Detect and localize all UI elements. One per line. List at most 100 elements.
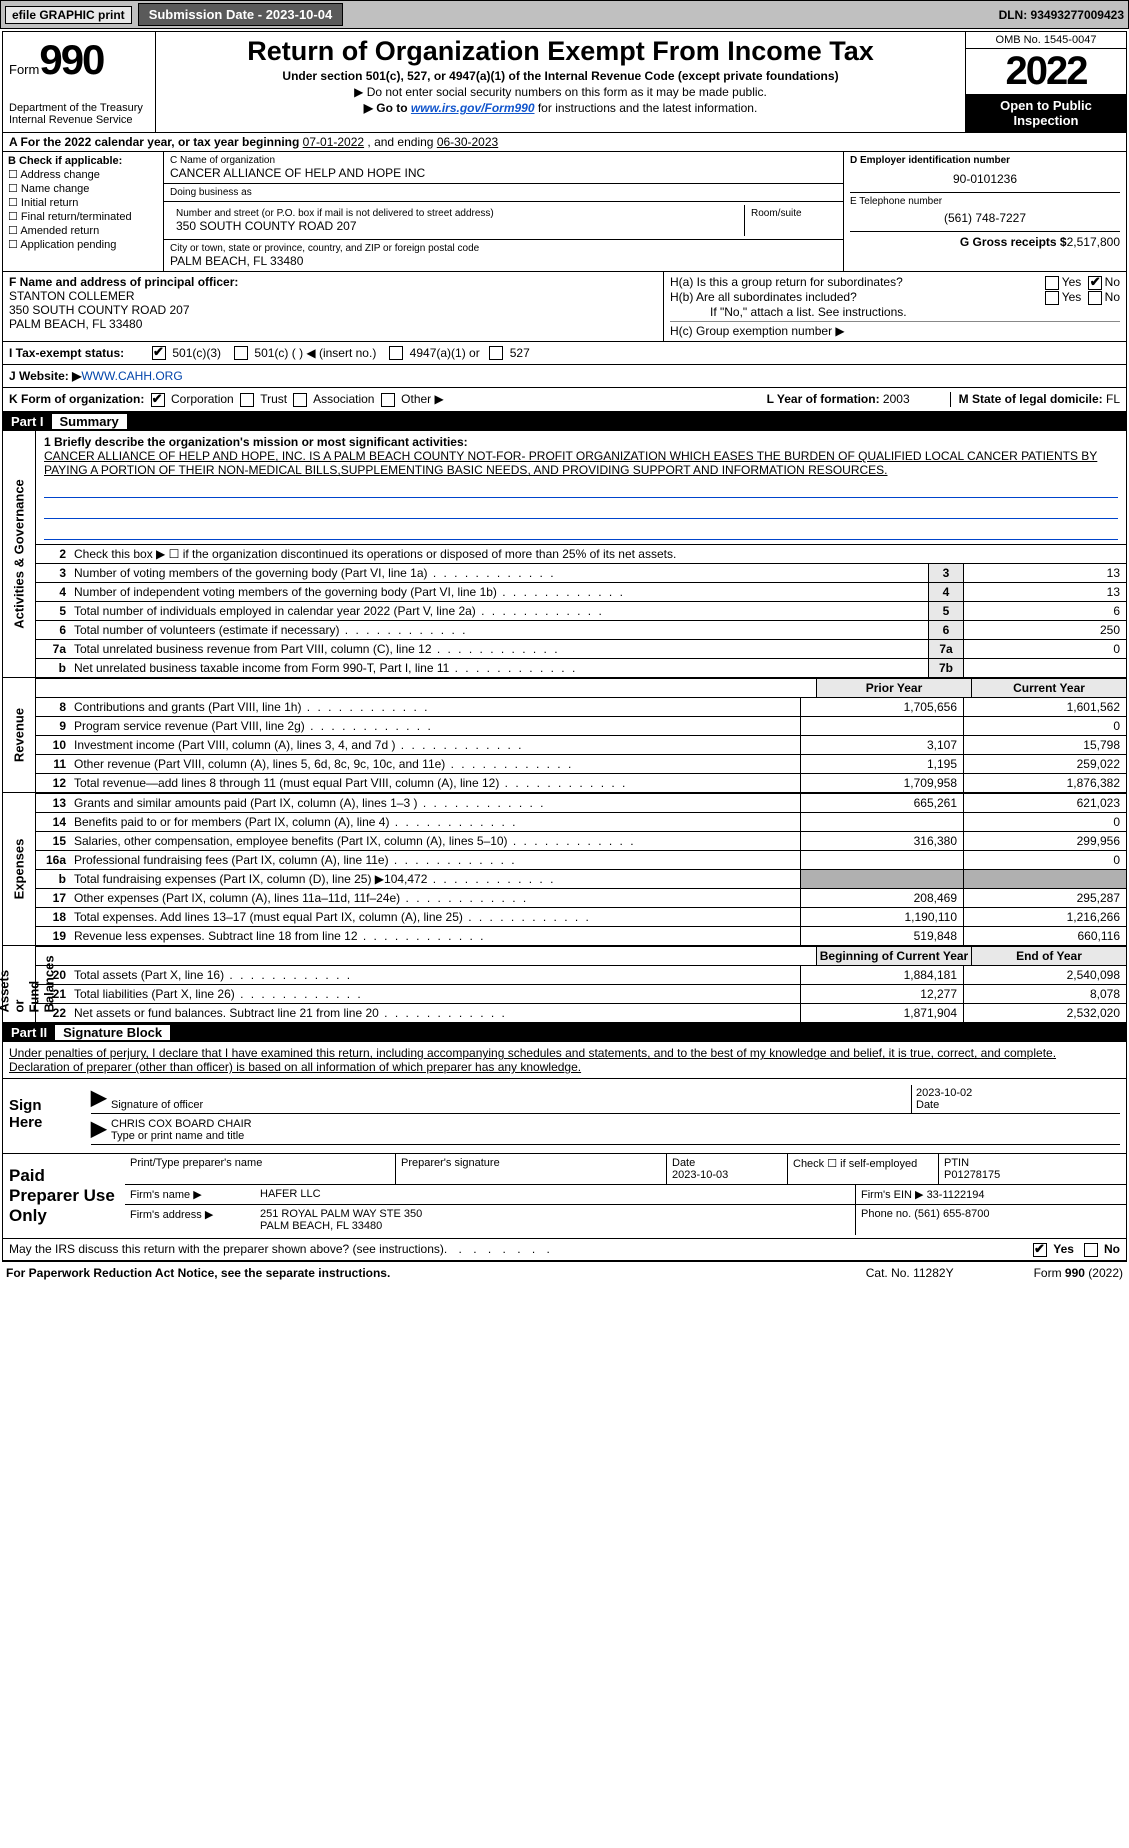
row-a-label: A For the 2022 calendar year, or tax yea… bbox=[9, 135, 303, 149]
room-label: Room/suite bbox=[751, 208, 831, 219]
form-note1: ▶ Do not enter social security numbers o… bbox=[162, 85, 959, 99]
k-assoc[interactable]: Association bbox=[290, 392, 374, 407]
ha-yes[interactable] bbox=[1045, 276, 1059, 290]
bottom-row: For Paperwork Reduction Act Notice, see … bbox=[0, 1264, 1129, 1282]
org-name: CANCER ALLIANCE OF HELP AND HOPE INC bbox=[170, 166, 837, 180]
row-a-mid: , and ending bbox=[367, 135, 436, 149]
chk-initial[interactable]: ☐ Initial return bbox=[8, 196, 158, 209]
net-assets: Net Assets or Fund Balances Beginning of… bbox=[3, 946, 1126, 1023]
ty-end: 06-30-2023 bbox=[437, 135, 498, 149]
sign-here-block: Sign Here ▶ Signature of officer 2023-10… bbox=[3, 1079, 1126, 1154]
room-box: Room/suite bbox=[745, 205, 837, 236]
street-box: Number and street (or P.O. box if mail i… bbox=[170, 205, 745, 236]
header-right: OMB No. 1545-0047 2022 Open to Public In… bbox=[965, 32, 1126, 132]
gross: 2,517,800 bbox=[1067, 235, 1120, 249]
prep-name-label: Print/Type preparer's name bbox=[125, 1154, 396, 1184]
col-b-label: B Check if applicable: bbox=[8, 155, 122, 167]
chk-final[interactable]: ☐ Final return/terminated bbox=[8, 210, 158, 223]
form-subtitle: Under section 501(c), 527, or 4947(a)(1)… bbox=[162, 69, 959, 83]
m-val: FL bbox=[1106, 392, 1120, 406]
activities-governance: Activities & Governance 1 Briefly descri… bbox=[3, 431, 1126, 678]
col-f: F Name and address of principal officer:… bbox=[3, 272, 664, 341]
dept-label: Department of the Treasury Internal Reve… bbox=[9, 102, 149, 126]
paid-preparer-block: Paid Preparer Use Only Print/Type prepar… bbox=[3, 1154, 1126, 1239]
ha-answer: Yes No bbox=[1042, 275, 1120, 290]
mission-text: CANCER ALLIANCE OF HELP AND HOPE, INC. I… bbox=[44, 449, 1097, 477]
website-link[interactable]: WWW.CAHH.ORG bbox=[81, 369, 182, 383]
ptin: P01278175 bbox=[944, 1169, 1000, 1181]
city: PALM BEACH, FL 33480 bbox=[170, 254, 837, 268]
chk-pending[interactable]: ☐ Application pending bbox=[8, 238, 158, 251]
dln: DLN: 93493277009423 bbox=[999, 8, 1124, 22]
hb-note: If "No," attach a list. See instructions… bbox=[670, 305, 1120, 319]
revenue: Revenue Prior YearCurrent Year 8Contribu… bbox=[3, 678, 1126, 793]
k-corp[interactable]: Corporation bbox=[148, 392, 234, 407]
side-exp: Expenses bbox=[3, 793, 36, 945]
row-j: J Website: ▶ WWW.CAHH.ORG bbox=[3, 365, 1126, 388]
form-outer: Form990 Department of the Treasury Inter… bbox=[2, 31, 1127, 1262]
paid-row-2: Firm's name ▶ HAFER LLC Firm's EIN ▶ 33-… bbox=[125, 1185, 1126, 1205]
ptin-label: PTIN bbox=[944, 1157, 969, 1169]
line-8: 8Contributions and grants (Part VIII, li… bbox=[36, 697, 1126, 716]
firm-label: Firm's name ▶ bbox=[125, 1185, 255, 1204]
org-name-label: C Name of organization bbox=[170, 155, 837, 166]
line-4: 4Number of independent voting members of… bbox=[36, 582, 1126, 601]
k-other[interactable]: Other ▶ bbox=[378, 392, 444, 407]
ha-no[interactable] bbox=[1088, 276, 1102, 290]
sig-line-2: ▶ CHRIS COX BOARD CHAIRType or print nam… bbox=[91, 1116, 1120, 1145]
submission-date: Submission Date - 2023-10-04 bbox=[138, 3, 344, 26]
discuss-yes[interactable]: Yes bbox=[1030, 1242, 1074, 1257]
row-i-label: I Tax-exempt status: bbox=[9, 346, 149, 361]
i-501c[interactable]: 501(c) ( ) ◀ (insert no.) bbox=[231, 346, 376, 361]
firm-addr-label: Firm's address ▶ bbox=[125, 1205, 255, 1235]
form-note2: ▶ Go to www.irs.gov/Form990 for instruct… bbox=[162, 101, 959, 115]
line-3: 3Number of voting members of the governi… bbox=[36, 563, 1126, 582]
side-na: Net Assets or Fund Balances bbox=[3, 946, 36, 1022]
current-year: Current Year bbox=[971, 679, 1126, 697]
chk-amended[interactable]: ☐ Amended return bbox=[8, 224, 158, 237]
i-4947[interactable]: 4947(a)(1) or bbox=[386, 346, 479, 361]
part-1-header: Part I Summary bbox=[3, 412, 1126, 431]
form-header: Form990 Department of the Treasury Inter… bbox=[3, 32, 1126, 133]
section-fh: F Name and address of principal officer:… bbox=[3, 272, 1126, 342]
side-rev: Revenue bbox=[3, 678, 36, 792]
dba-label: Doing business as bbox=[170, 187, 837, 198]
chk-address[interactable]: ☐ Address change bbox=[8, 168, 158, 181]
cat-no: Cat. No. 11282Y bbox=[866, 1266, 954, 1280]
discuss-q: May the IRS discuss this return with the… bbox=[9, 1242, 444, 1257]
paid-row-3: Firm's address ▶ 251 ROYAL PALM WAY STE … bbox=[125, 1205, 1126, 1235]
street-label: Number and street (or P.O. box if mail i… bbox=[176, 208, 738, 219]
expenses: Expenses 13Grants and similar amounts pa… bbox=[3, 793, 1126, 946]
k-trust[interactable]: Trust bbox=[237, 392, 287, 407]
arrow: ▶ Go to bbox=[364, 101, 411, 115]
begin-year: Beginning of Current Year bbox=[816, 947, 971, 965]
i-501c3[interactable]: 501(c)(3) bbox=[149, 346, 221, 361]
discuss-no[interactable]: No bbox=[1081, 1242, 1120, 1257]
tax-year: 2022 bbox=[966, 49, 1126, 94]
self-employed[interactable]: Check ☐ if self-employed bbox=[788, 1154, 939, 1184]
chk-name[interactable]: ☐ Name change bbox=[8, 182, 158, 195]
sign-here-label: Sign Here bbox=[3, 1079, 85, 1153]
row-i: I Tax-exempt status: 501(c)(3) 501(c) ( … bbox=[3, 342, 1126, 366]
efile-badge: efile GRAPHIC print bbox=[5, 6, 132, 24]
i-527[interactable]: 527 bbox=[486, 346, 529, 361]
col-h: H(a) Is this a group return for subordin… bbox=[664, 272, 1126, 341]
firm-ein-label: Firm's EIN ▶ bbox=[861, 1189, 927, 1201]
ha-label: H(a) Is this a group return for subordin… bbox=[670, 275, 1042, 290]
line-11: 11Other revenue (Part VIII, column (A), … bbox=[36, 754, 1126, 773]
irs-link[interactable]: www.irs.gov/Form990 bbox=[411, 101, 535, 115]
line- b: bNet unrelated business taxable income f… bbox=[36, 658, 1126, 677]
line-10: 10Investment income (Part VIII, column (… bbox=[36, 735, 1126, 754]
hb-yes[interactable] bbox=[1045, 291, 1059, 305]
col-b: B Check if applicable: ☐ Address change … bbox=[3, 152, 164, 271]
line-5: 5Total number of individuals employed in… bbox=[36, 601, 1126, 620]
org-name-box: C Name of organization CANCER ALLIANCE O… bbox=[164, 152, 843, 184]
prep-sig-label: Preparer's signature bbox=[396, 1154, 667, 1184]
line-20: 20Total assets (Part X, line 16)1,884,18… bbox=[36, 965, 1126, 984]
end-year: End of Year bbox=[971, 947, 1126, 965]
hb-no[interactable] bbox=[1088, 291, 1102, 305]
l-label: L Year of formation: bbox=[767, 392, 883, 406]
part-2-title: Signature Block bbox=[55, 1025, 170, 1040]
mission-block: 1 Briefly describe the organization's mi… bbox=[36, 431, 1126, 544]
line-22: 22Net assets or fund balances. Subtract … bbox=[36, 1003, 1126, 1022]
